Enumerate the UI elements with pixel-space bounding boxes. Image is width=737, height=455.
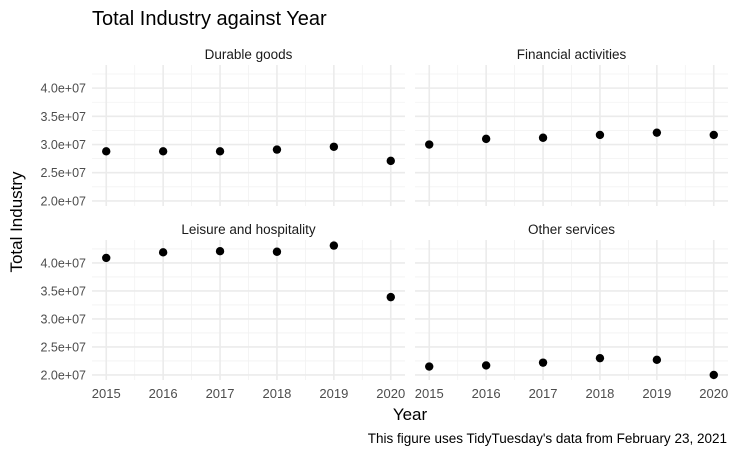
x-axis-title: Year xyxy=(393,405,428,424)
x-tick-label: 2015 xyxy=(415,386,444,401)
x-tick-label: 2016 xyxy=(149,386,178,401)
y-tick-label: 4.0e+07 xyxy=(40,82,86,96)
data-point xyxy=(215,247,225,256)
data-point xyxy=(709,130,718,140)
facet-panels: Durable goods 2.0e+07 2.5e+07 3.0e+07 3.5e+0… xyxy=(40,47,728,401)
data-point xyxy=(158,248,168,257)
y-tick-label: 2.5e+07 xyxy=(40,340,86,354)
data-point xyxy=(538,358,548,367)
data-point xyxy=(425,362,434,371)
x-tick-label: 2017 xyxy=(529,386,558,401)
data-point xyxy=(102,147,111,156)
x-tick-label: 2017 xyxy=(206,386,235,401)
x-tick-label: 2018 xyxy=(262,386,291,401)
facet-panel: Other services 2015 2016 2017 2018 2019 2020 xyxy=(415,222,728,401)
data-point xyxy=(329,142,339,151)
y-tick-label: 2.0e+07 xyxy=(40,194,86,208)
data-point xyxy=(158,147,168,156)
data-point xyxy=(709,370,718,380)
facet-strip-label: Durable goods xyxy=(205,47,293,62)
data-point xyxy=(102,253,111,263)
facet-panel: Financial activities xyxy=(415,47,728,206)
facet-strip-label: Other services xyxy=(528,222,615,237)
data-point xyxy=(595,130,605,140)
y-tick-label: 3.5e+07 xyxy=(40,110,86,124)
y-axis-title: Total Industry xyxy=(7,171,26,273)
x-tick-label: 2019 xyxy=(642,386,671,401)
data-point xyxy=(652,355,662,365)
data-point xyxy=(425,140,434,149)
data-point xyxy=(481,134,491,144)
x-tick-label: 2015 xyxy=(92,386,121,401)
data-point xyxy=(481,361,491,370)
x-tick-label: 2020 xyxy=(699,386,728,401)
x-tick-label: 2016 xyxy=(472,386,501,401)
data-point xyxy=(386,156,395,166)
data-point xyxy=(215,147,225,156)
chart-title: Total Industry against Year xyxy=(92,8,327,30)
y-tick-label: 4.0e+07 xyxy=(40,256,86,270)
facet-panel: Leisure and hospitality 2.0e+07 2.5e+07 3.0… xyxy=(40,222,405,401)
data-point xyxy=(538,133,548,142)
y-tick-label: 2.0e+07 xyxy=(40,368,86,382)
y-tick-label: 3.0e+07 xyxy=(40,312,86,326)
x-tick-label: 2018 xyxy=(585,386,614,401)
x-tick-label: 2020 xyxy=(376,386,405,401)
facet-strip-label: Financial activities xyxy=(517,47,627,62)
data-point xyxy=(386,292,395,302)
x-tick-label: 2019 xyxy=(319,386,348,401)
data-point xyxy=(329,241,339,250)
y-tick-label: 2.5e+07 xyxy=(40,166,86,180)
y-tick-label: 3.0e+07 xyxy=(40,138,86,152)
facet-strip-label: Leisure and hospitality xyxy=(181,222,316,237)
data-point xyxy=(272,247,282,256)
y-tick-label: 3.5e+07 xyxy=(40,284,86,298)
data-point xyxy=(652,128,662,137)
facet-panel: Durable goods 2.0e+07 2.5e+07 3.0e+07 3.5e+0… xyxy=(40,47,405,208)
data-point xyxy=(595,353,605,363)
chart-caption: This figure uses TidyTuesday's data from… xyxy=(368,431,727,446)
data-point xyxy=(272,145,282,154)
